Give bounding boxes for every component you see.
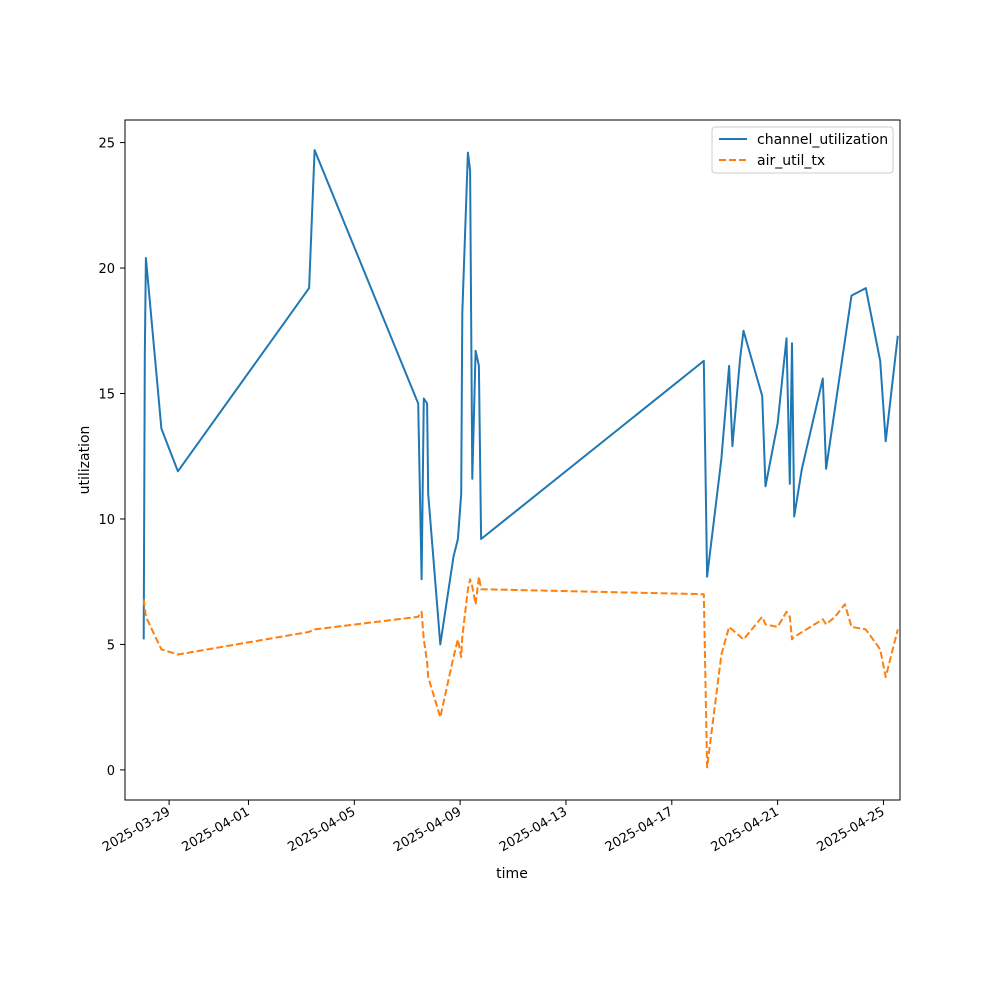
legend-label-air-util-tx: air_util_tx	[757, 153, 825, 169]
y-axis: 0 5 10 15 20 25	[98, 137, 125, 779]
y-tick-label: 15	[98, 388, 115, 403]
plot-area	[125, 120, 900, 800]
legend-label-channel-utilization: channel_utilization	[757, 132, 888, 148]
series-line-channel-utilization	[142, 149, 899, 646]
y-axis-label: utilization	[77, 426, 93, 495]
legend-frame	[711, 126, 894, 174]
y-tick-label: 20	[98, 262, 115, 277]
y-tick-label: 0	[107, 764, 115, 779]
plot-frame	[124, 119, 901, 801]
y-tick-label: 10	[98, 513, 115, 528]
y-tick-label: 5	[107, 638, 115, 653]
x-axis-label: time	[496, 866, 528, 882]
legend: channel_utilization air_util_tx	[711, 126, 894, 174]
series-line-air-util-tx	[142, 575, 899, 769]
series-layer	[142, 149, 899, 769]
y-tick-label: 25	[98, 137, 115, 152]
